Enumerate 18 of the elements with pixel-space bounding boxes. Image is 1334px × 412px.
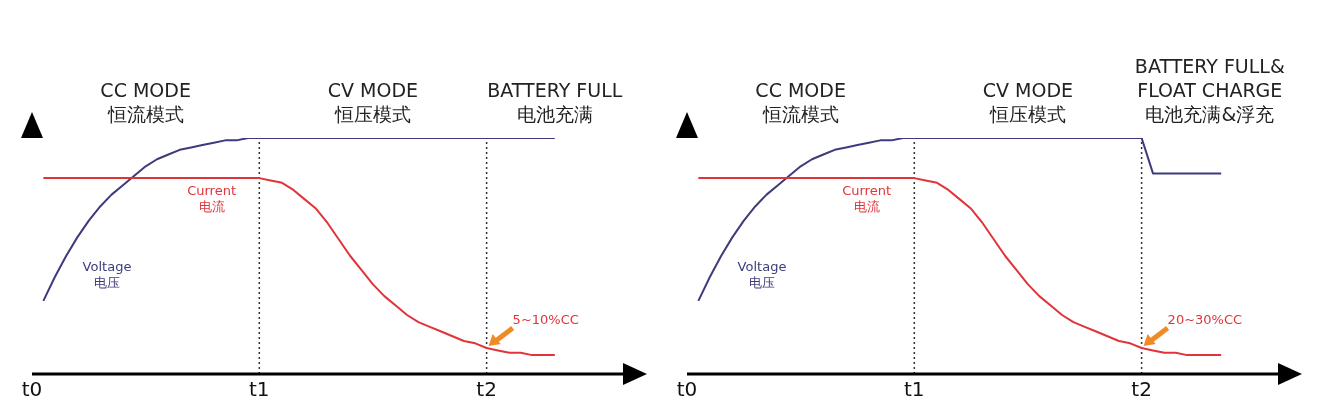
text: BATTERY FULL& FLOAT CHARGE 电池充满&浮充 (1134, 54, 1285, 126)
series-label: Voltage 电压 (82, 258, 132, 291)
text: CC MODE 恒流模式 (755, 78, 846, 126)
series-label: Current 电流 (842, 183, 891, 216)
series-label: Voltage 电压 (737, 258, 787, 291)
x-tick-label: t2 (476, 377, 497, 402)
x-tick-label: t1 (249, 377, 270, 402)
series-label: Current 电流 (187, 183, 236, 216)
x-tick-label: t0 (21, 377, 43, 402)
annotation: 5~10%CC (512, 312, 579, 328)
x-tick-label: t1 (904, 377, 925, 402)
x-tick-label: t0 (676, 377, 698, 402)
text: CV MODE 恒压模式 (982, 78, 1074, 126)
annotation: 20~30%CC (1167, 312, 1243, 328)
x-tick-label: t2 (1131, 377, 1152, 402)
text: CV MODE 恒压模式 (327, 78, 419, 126)
text: CC MODE 恒流模式 (100, 78, 191, 126)
text: BATTERY FULL 电池充满 (487, 78, 623, 126)
